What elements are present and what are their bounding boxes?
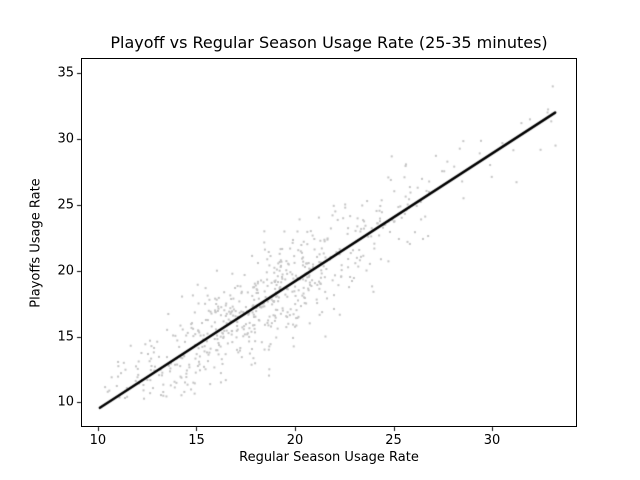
y-tick-label: 10 bbox=[57, 394, 74, 410]
x-tick-label: 25 bbox=[385, 433, 402, 448]
x-tick-label: 20 bbox=[286, 433, 304, 448]
y-tick-label: 35 bbox=[57, 65, 74, 81]
x-axis-label: Regular Season Usage Rate bbox=[239, 450, 419, 465]
x-tick-label: 30 bbox=[483, 433, 501, 448]
chart-title: Playoff vs Regular Season Usage Rate (25… bbox=[110, 33, 548, 52]
x-tick-label: 15 bbox=[188, 433, 205, 448]
y-tick-label: 30 bbox=[57, 131, 74, 147]
y-tick-label: 20 bbox=[57, 263, 74, 279]
y-axis-label: Playoffs Usage Rate bbox=[28, 178, 44, 308]
y-tick-label: 25 bbox=[57, 197, 74, 213]
y-tick-label: 15 bbox=[57, 329, 74, 345]
x-tick-label: 10 bbox=[89, 433, 107, 448]
